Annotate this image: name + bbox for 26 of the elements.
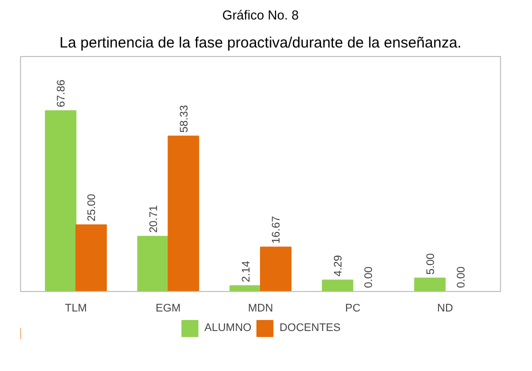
chart-title: La pertinencia de la fase proactiva/durante de la enseñanza. (60, 34, 462, 52)
bar (414, 278, 446, 292)
bar (44, 110, 76, 292)
bar (322, 280, 354, 292)
legend-label: DOCENTES (279, 322, 341, 334)
legend-label: ALUMNO (204, 322, 252, 334)
data-label: 25.00 (86, 194, 98, 222)
data-label: 0.00 (455, 266, 468, 288)
data-label: 58.33 (178, 105, 190, 133)
data-label: 20.71 (148, 205, 160, 233)
x-tick-label: PC (345, 302, 361, 314)
x-tick-label: MDN (248, 302, 274, 314)
bar (137, 236, 169, 292)
data-label: 2.14 (240, 260, 252, 282)
data-label: 5.00 (424, 253, 437, 275)
bar (260, 246, 292, 292)
x-tick-label: EGM (156, 302, 181, 314)
x-tick-label: ND (437, 302, 454, 314)
bar (168, 136, 200, 292)
data-label: 4.29 (332, 255, 345, 277)
data-label: 16.67 (270, 216, 283, 244)
bar (75, 224, 107, 292)
x-tick-label: TLM (64, 302, 87, 314)
text: Gráfico No. 8 (222, 8, 299, 22)
data-label: 67.86 (56, 80, 68, 108)
data-label: 0.00 (363, 266, 376, 288)
